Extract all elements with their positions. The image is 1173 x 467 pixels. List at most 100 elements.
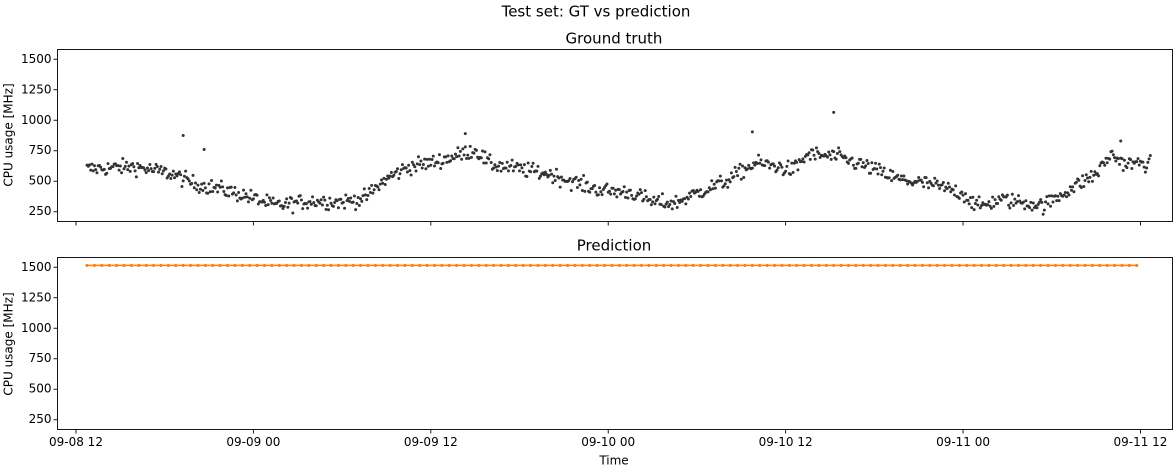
ground-truth-point xyxy=(670,207,674,211)
ground-truth-point xyxy=(526,161,530,165)
ground-truth-point xyxy=(1031,201,1035,205)
ground-truth-point xyxy=(147,169,151,173)
ground-truth-point xyxy=(1024,199,1028,203)
prediction-point xyxy=(543,263,547,268)
ground-truth-point xyxy=(657,194,661,198)
ground-truth-point xyxy=(441,161,445,165)
ground-truth-point xyxy=(377,188,381,192)
prediction-point xyxy=(1076,263,1080,268)
prediction-point xyxy=(395,263,400,268)
ground-truth-point xyxy=(376,185,380,189)
ground-truth-point xyxy=(234,193,238,197)
ground-truth-point xyxy=(545,173,549,177)
prediction-point xyxy=(344,263,348,268)
ground-truth-point xyxy=(1010,192,1014,196)
ground-truth-point xyxy=(1147,157,1151,161)
ground-truth-point xyxy=(525,174,529,178)
ground-truth-point xyxy=(245,195,249,199)
ground-truth-point xyxy=(637,192,641,196)
prediction-point xyxy=(928,263,932,268)
prediction-point xyxy=(861,263,865,268)
prediction-point xyxy=(196,263,200,268)
prediction-point xyxy=(255,263,259,268)
prediction-point xyxy=(891,263,895,268)
ground-truth-point xyxy=(750,130,754,134)
ground-truth-point xyxy=(887,176,891,180)
ground-truth-point xyxy=(1095,172,1099,176)
ground-truth-point xyxy=(160,172,164,176)
ground-truth-point xyxy=(271,196,275,200)
ground-truth-point xyxy=(763,164,767,168)
ground-truth-point xyxy=(952,193,956,197)
ground-truth-point xyxy=(458,149,462,153)
ground-truth-point xyxy=(483,150,487,154)
ground-truth-point xyxy=(999,198,1003,202)
ground-truth-point xyxy=(590,187,594,191)
ground-truth-point xyxy=(492,166,496,170)
prediction-point xyxy=(225,263,230,268)
ground-truth-point xyxy=(951,188,955,192)
ground-truth-point xyxy=(935,179,939,183)
prediction-point xyxy=(1046,263,1050,268)
ground-truth-point xyxy=(888,168,892,172)
prediction-point xyxy=(299,263,304,268)
ground-truth-point xyxy=(500,161,504,165)
ground-truth-point xyxy=(1057,199,1061,203)
ground-truth-point xyxy=(347,199,351,203)
prediction-point xyxy=(514,263,518,268)
ground-truth-point xyxy=(221,185,225,189)
ground-truth-point xyxy=(291,211,295,215)
prediction-point xyxy=(817,263,821,268)
ground-truth-point xyxy=(510,158,514,162)
ground-truth-point xyxy=(623,195,627,199)
ground-truth-point xyxy=(356,195,360,199)
ground-truth-point xyxy=(785,164,789,168)
ground-truth-point xyxy=(158,167,162,171)
ground-truth-point xyxy=(558,185,562,189)
ground-truth-point xyxy=(430,158,434,162)
ground-truth-point xyxy=(398,172,402,176)
ground-truth-point xyxy=(1118,162,1122,166)
ground-truth-point xyxy=(389,171,393,175)
figure-suptitle: Test set: GT vs prediction xyxy=(501,3,691,21)
ground-truth-point xyxy=(978,206,982,210)
prediction-point xyxy=(625,263,629,268)
prediction-point xyxy=(159,263,163,268)
prediction-panel: Prediction CPU usage [MHz] 250 500 750 1000… xyxy=(2,237,1173,467)
ground-truth-point xyxy=(554,167,558,171)
ground-truth-point xyxy=(966,198,970,202)
ground-truth-point xyxy=(570,180,574,184)
ground-truth-point xyxy=(594,190,598,194)
ground-truth-point xyxy=(155,165,159,169)
ground-truth-point xyxy=(286,205,290,209)
ground-truth-point xyxy=(1067,193,1071,197)
ground-truth-point xyxy=(468,144,472,148)
ground-truth-point xyxy=(577,179,581,183)
prediction-point xyxy=(669,263,673,268)
ground-truth-point xyxy=(575,185,579,189)
ground-truth-point xyxy=(394,169,398,173)
ground-truth-point xyxy=(1130,167,1134,171)
ground-truth-point xyxy=(518,169,522,173)
ground-truth-point xyxy=(1056,194,1060,198)
ground-truth-point xyxy=(691,189,695,193)
ground-truth-point xyxy=(423,157,427,161)
ground-truth-point xyxy=(88,163,92,167)
ground-truth-point xyxy=(449,159,453,163)
ground-truth-point xyxy=(993,198,997,202)
prediction-point xyxy=(765,263,769,268)
prediction-point xyxy=(248,263,252,268)
ground-truth-point xyxy=(504,166,508,170)
prediction-point xyxy=(595,263,599,268)
ground-truth-point xyxy=(497,164,501,168)
ground-truth-point xyxy=(171,169,175,173)
ground-truth-point xyxy=(538,174,542,178)
prediction-point xyxy=(447,263,451,268)
ground-truth-point xyxy=(1037,200,1041,204)
ground-truth-point xyxy=(536,164,540,168)
ground-truth-point xyxy=(659,202,663,206)
ground-truth-point xyxy=(372,188,376,192)
ground-truth-point xyxy=(1088,175,1092,179)
ground-truth-point xyxy=(233,185,237,189)
prediction-point xyxy=(787,263,791,268)
